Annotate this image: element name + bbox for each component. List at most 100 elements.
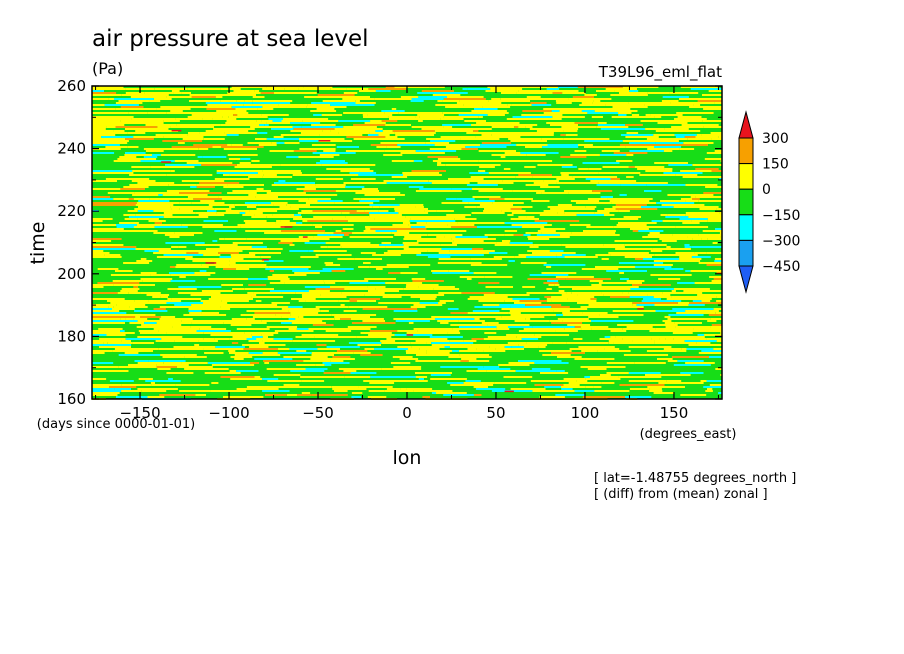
field-cell (394, 208, 428, 210)
field-cell (378, 302, 420, 304)
field-cell (450, 384, 494, 386)
field-cell (579, 104, 606, 106)
field-cell (356, 134, 363, 136)
field-cell (470, 264, 508, 266)
field-cell (232, 288, 245, 290)
field-cell (257, 172, 302, 174)
field-cell (179, 390, 199, 392)
field-cell (466, 184, 498, 186)
field-cell (636, 304, 655, 306)
field-cell (279, 224, 313, 226)
field-cell (113, 198, 129, 200)
field-cell (298, 300, 306, 302)
field-cell (182, 138, 204, 140)
field-cell (107, 342, 133, 344)
field-cell (92, 240, 112, 242)
field-cell (518, 174, 542, 176)
field-cell (634, 166, 665, 168)
field-cell (266, 326, 298, 328)
field-cell (314, 336, 357, 338)
field-cell (458, 114, 488, 116)
field-cell (534, 362, 569, 364)
field-cell (685, 214, 722, 216)
field-cell (92, 204, 136, 206)
field-cell (461, 292, 495, 294)
field-cell (697, 100, 722, 102)
field-cell (225, 122, 267, 124)
field-cell (670, 172, 703, 174)
field-cell (220, 124, 260, 126)
field-cell (92, 132, 128, 134)
field-cell (384, 150, 416, 152)
field-cell (175, 266, 209, 268)
field-cell (489, 252, 508, 254)
field-cell (649, 232, 660, 234)
field-cell (546, 288, 552, 290)
field-cell (92, 298, 125, 300)
field-cell (294, 214, 302, 216)
field-cell (397, 346, 412, 348)
chart-title: air pressure at sea level (92, 26, 369, 52)
field-cell (546, 298, 568, 300)
field-cell (128, 112, 148, 114)
field-cell (320, 294, 365, 296)
field-cell (116, 396, 148, 398)
field-cell (221, 146, 264, 148)
field-cell (243, 348, 279, 350)
field-cell (266, 216, 302, 218)
field-cell (127, 146, 139, 148)
field-cell (277, 352, 312, 354)
field-cell (234, 94, 256, 96)
field-cell (583, 230, 616, 232)
colorbar-label: −150 (762, 208, 800, 224)
field-cell (170, 274, 211, 276)
y-tick-label: 160 (57, 390, 86, 408)
field-cell (601, 150, 620, 152)
field-cell (299, 140, 319, 142)
field-cell (140, 278, 173, 280)
field-cell (626, 176, 634, 178)
field-cell (547, 244, 562, 246)
field-cell (203, 338, 215, 340)
field-cell (463, 104, 508, 106)
field-cell (345, 186, 365, 188)
field-cell (466, 370, 487, 372)
field-cell (662, 96, 689, 98)
field-cell (576, 380, 588, 382)
field-cell (223, 322, 267, 324)
field-cell (92, 250, 104, 252)
field-cell (599, 314, 644, 316)
field-cell (369, 216, 406, 218)
field-cell (92, 108, 103, 110)
field-cell (193, 198, 222, 200)
field-cell (231, 144, 243, 146)
field-cell (324, 364, 332, 366)
field-cell (622, 338, 652, 340)
field-cell (338, 300, 350, 302)
field-cell (426, 138, 461, 140)
field-cell (451, 226, 477, 228)
field-cell (97, 268, 119, 270)
field-cell (106, 334, 126, 336)
field-cell (157, 368, 171, 370)
field-cell (125, 318, 134, 320)
field-cell (614, 302, 633, 304)
field-cell (183, 314, 227, 316)
field-cell (387, 250, 428, 252)
field-cell (702, 94, 722, 96)
field-cell (411, 278, 426, 280)
field-cell (707, 388, 713, 390)
field-cell (325, 330, 352, 332)
field-cell (162, 356, 184, 358)
field-cell (244, 170, 262, 172)
field-cell (289, 244, 295, 246)
field-cell (175, 384, 210, 386)
field-cell (121, 136, 134, 138)
field-cell (185, 258, 226, 260)
field-cell (237, 224, 280, 226)
field-cell (163, 254, 203, 256)
field-cell (137, 336, 183, 338)
field-cell (254, 90, 260, 92)
field-cell (188, 308, 231, 310)
field-cell (625, 396, 652, 398)
